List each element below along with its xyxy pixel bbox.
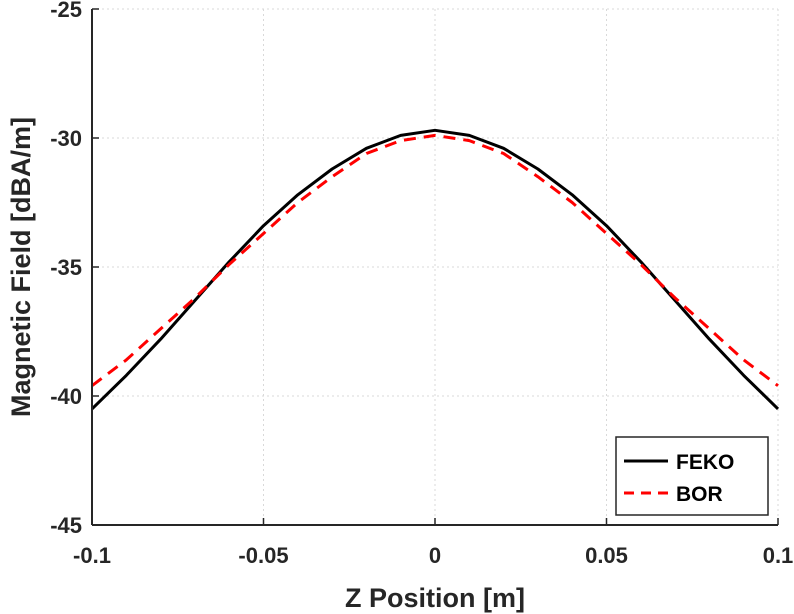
y-tick-label: -25	[50, 0, 82, 22]
legend: FEKO BOR	[615, 436, 769, 516]
legend-label-bor: BOR	[676, 483, 723, 506]
y-tick-label: -30	[50, 126, 82, 151]
grid	[92, 8, 779, 525]
legend-box	[615, 436, 769, 516]
plot-series	[90, 128, 780, 410]
x-tick-label: 0.1	[763, 543, 794, 568]
series-line-bor	[91, 133, 779, 387]
x-tick-label: -0.1	[73, 543, 111, 568]
y-tick-label: -40	[50, 384, 82, 409]
x-tick-label: -0.05	[238, 543, 288, 568]
tick-labels: -0.1 -0.05 0 0.05 0.1 -45 -40 -35 -30 -25	[50, 0, 793, 568]
y-tick-label: -35	[50, 255, 82, 280]
y-axis-title: Magnetic Field [dBA/m]	[6, 117, 36, 417]
x-axis-title: Z Position [m]	[345, 583, 525, 613]
legend-label-feko: FEKO	[676, 451, 734, 474]
x-tick-label: 0.05	[585, 543, 628, 568]
x-tick-label: 0	[429, 543, 441, 568]
y-tick-label: -45	[50, 513, 82, 538]
